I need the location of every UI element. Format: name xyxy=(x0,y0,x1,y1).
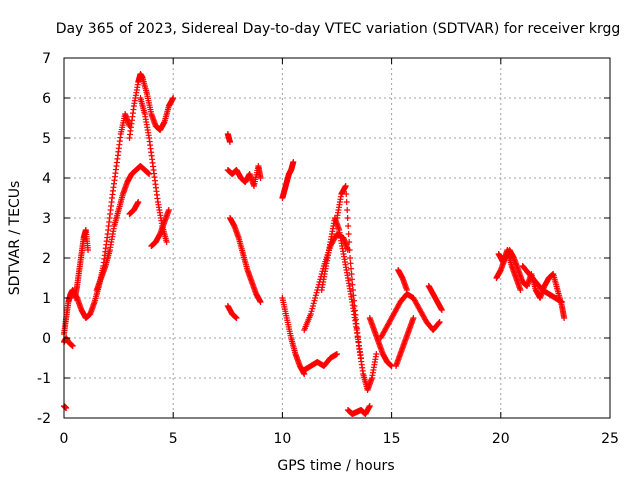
data-point xyxy=(313,289,320,296)
x-tick-label: 0 xyxy=(60,431,69,447)
data-point xyxy=(344,215,351,221)
data-point xyxy=(345,231,352,237)
data-point xyxy=(312,292,319,299)
data-point xyxy=(343,191,350,197)
x-tick-label: 15 xyxy=(383,431,401,447)
data-point xyxy=(350,287,357,293)
chart-title: Day 365 of 2023, Sidereal Day-to-day VTE… xyxy=(56,21,621,37)
data-point xyxy=(257,299,264,305)
data-point xyxy=(438,307,445,313)
y-axis-label: SDTVAR / TECUs xyxy=(7,181,23,296)
data-point xyxy=(350,292,357,299)
data-point xyxy=(347,260,354,267)
x-tick-label: 5 xyxy=(169,431,178,447)
data-point xyxy=(517,287,524,293)
x-axis-label: GPS time / hours xyxy=(277,458,394,474)
data-point xyxy=(290,159,297,165)
data-point xyxy=(348,265,355,272)
data-point xyxy=(343,199,350,205)
data-point xyxy=(558,299,565,305)
data-point xyxy=(373,351,380,357)
x-tick-label: 10 xyxy=(273,431,291,447)
y-tick-label: 3 xyxy=(42,211,51,227)
data-point xyxy=(342,183,349,189)
data-point xyxy=(312,295,319,301)
y-tick-label: 2 xyxy=(42,251,51,267)
x-tick-labels: 0 5 10 15 20 25 xyxy=(60,431,619,447)
data-point xyxy=(436,319,443,325)
y-tick-label: 5 xyxy=(42,131,51,147)
data-point xyxy=(85,247,92,253)
plot-frame xyxy=(63,57,611,419)
data-point xyxy=(348,271,355,277)
data-point xyxy=(135,199,142,205)
data-point xyxy=(307,311,314,317)
x-tick-label: 25 xyxy=(601,431,619,447)
grid-lines xyxy=(64,58,610,418)
y-tick-label: -1 xyxy=(37,371,51,387)
data-point xyxy=(334,351,340,357)
data-point xyxy=(226,139,233,145)
data-point xyxy=(410,315,417,321)
data-point xyxy=(311,297,318,304)
data-point xyxy=(165,207,172,213)
y-tick-labels: -2 -1 0 1 2 3 4 5 6 7 xyxy=(37,51,51,427)
data-point xyxy=(257,175,264,181)
data-point xyxy=(345,223,352,229)
axis-ticks xyxy=(63,57,611,419)
data-point xyxy=(435,319,442,326)
y-tick-label: 4 xyxy=(42,171,51,187)
data-point xyxy=(561,315,568,321)
y-tick-label: 0 xyxy=(42,331,51,347)
data-point xyxy=(403,287,410,293)
data-point xyxy=(233,315,240,321)
data-point xyxy=(346,247,353,253)
data-point xyxy=(347,255,354,261)
y-tick-label: 7 xyxy=(42,51,51,67)
data-point xyxy=(163,239,170,245)
data-point xyxy=(350,297,357,304)
data-point xyxy=(366,403,373,409)
data-point xyxy=(344,207,351,213)
data-point xyxy=(309,305,316,312)
data-points xyxy=(61,71,568,417)
data-point xyxy=(170,95,177,101)
data-point xyxy=(349,276,356,283)
y-tick-label: -2 xyxy=(37,411,51,427)
y-tick-label: 6 xyxy=(42,91,51,107)
y-tick-label: 1 xyxy=(42,291,51,307)
x-tick-label: 20 xyxy=(492,431,510,447)
data-point xyxy=(308,308,315,315)
data-point xyxy=(349,281,356,288)
data-point xyxy=(309,303,316,309)
data-point xyxy=(310,300,317,307)
data-point xyxy=(346,239,353,245)
data-point xyxy=(69,343,76,349)
